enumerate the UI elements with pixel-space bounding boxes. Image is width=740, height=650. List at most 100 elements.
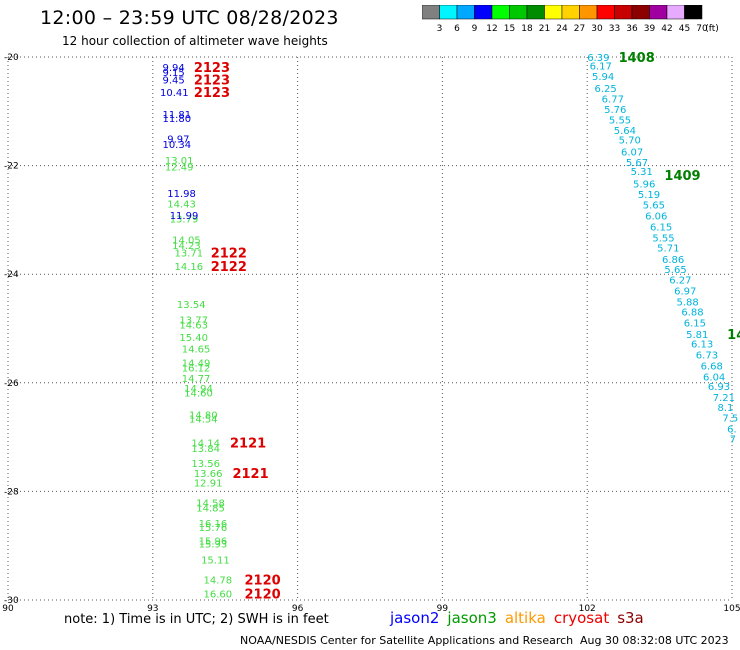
wave-height-value: 14.16 — [175, 262, 204, 273]
wave-height-value: 6. — [727, 424, 737, 435]
wave-height-value: 6.06 — [645, 212, 667, 223]
pass-time-label: 2122 — [211, 246, 247, 261]
wave-height-colorbar: 3 6 9 12 15 18 21 24 27 30 33 36 39 42 45 70(ft) — [422, 5, 719, 34]
wave-height-value: 14.60 — [184, 389, 213, 400]
x-tick-label: 102 — [579, 604, 596, 614]
units-note: note: 1) Time is in UTC; 2) SWH is in fe… — [64, 612, 329, 627]
generated-timestamp: Aug 30 08:32:08 UTC 2023 — [580, 634, 729, 647]
colorbar-tick-label: 21 — [539, 24, 550, 34]
wave-height-value: 13.01 — [165, 156, 194, 167]
colorbar-tick-label: 6 — [454, 24, 460, 34]
wave-height-value: 6.86 — [662, 255, 684, 266]
credit-line: NOAA/NESDIS Center for Satellite Applica… — [240, 634, 574, 647]
wave-height-value: 11.99 — [170, 211, 199, 222]
legend-jason3: jason3 — [447, 609, 497, 627]
pass-time-label: 1408 — [619, 51, 655, 66]
wave-height-value: 16.16 — [199, 519, 228, 530]
pass-time-label: 2123 — [194, 73, 230, 88]
wave-height-value: 5.94 — [592, 72, 614, 83]
wave-height-value: 14.78 — [203, 575, 232, 586]
wave-height-value: 6.15 — [650, 222, 672, 233]
wave-height-value: 7.5 — [722, 414, 738, 425]
y-tick-label: -22 — [4, 162, 19, 172]
wave-height-value: 5.31 — [631, 167, 653, 178]
wave-height-value: 5.88 — [676, 297, 698, 308]
wave-height-value: 15.11 — [201, 555, 230, 566]
wave-height-value: 13.56 — [191, 459, 220, 470]
wave-height-value: 9.45 — [162, 75, 184, 86]
wave-height-value: 11.98 — [167, 189, 196, 200]
wave-height-value: 6.07 — [621, 147, 643, 158]
wave-height-value: 6.77 — [602, 94, 624, 105]
wave-height-value: 16.60 — [203, 589, 232, 600]
wave-height-value: 6.73 — [696, 351, 718, 362]
page-title: 12:00 – 23:59 UTC 08/28/2023 — [40, 7, 339, 29]
wave-height-value: 10.34 — [162, 140, 191, 151]
colorbar-tick-label: 33 — [609, 24, 620, 34]
y-tick-label: -30 — [4, 596, 19, 606]
wave-height-value: 14.77 — [182, 374, 211, 385]
wave-height-value: 14.23 — [172, 241, 201, 252]
wave-height-value: 6.39 — [587, 53, 609, 64]
wave-height-value: 6.13 — [691, 340, 713, 351]
wave-height-value: 5.70 — [619, 136, 641, 147]
wave-height-value: 6.15 — [684, 319, 706, 330]
wave-height-value: 5.55 — [609, 115, 631, 126]
pass-time-label: 2123 — [194, 61, 230, 76]
wave-height-value: 14.43 — [167, 200, 196, 211]
wave-height-value: 7.21 — [713, 393, 735, 404]
satellite-legend: jason2 jason3 altika cryosat s3a — [390, 609, 652, 627]
wave-height-value: 5.64 — [614, 126, 636, 137]
y-tick-label: -24 — [4, 270, 19, 280]
colorbar-tick-label: 27 — [574, 24, 585, 34]
wave-height-value: 6.68 — [701, 361, 723, 372]
colorbar-tick-label: 45 — [679, 24, 690, 34]
wave-height-value: 10.41 — [160, 88, 189, 99]
wave-height-value: 5.96 — [633, 180, 655, 191]
wave-height-value: 5.19 — [638, 190, 660, 201]
wave-height-value: 6.93 — [708, 382, 730, 393]
wave-height-value: 14.94 — [184, 384, 213, 395]
wave-height-value: 12.91 — [194, 479, 223, 490]
wave-height-value: 6.17 — [590, 62, 612, 73]
wave-height-value: 9.94 — [162, 63, 184, 74]
wave-height-value: 7 — [730, 435, 736, 446]
wave-height-value: 15.93 — [199, 540, 228, 551]
colorbar-unit-label: (ft) — [705, 24, 719, 34]
wave-height-value: 6.25 — [594, 84, 616, 95]
colorbar-tick-label: 70 — [696, 24, 708, 34]
wave-height-value: 14.54 — [189, 415, 218, 426]
wave-height-value: 14.14 — [191, 439, 220, 450]
wave-height-value: 5.67 — [626, 158, 648, 169]
wave-height-value: 16.12 — [182, 364, 211, 375]
colorbar-tick-label: 15 — [504, 24, 515, 34]
wave-height-value: 11.81 — [162, 110, 191, 121]
colorbar-tick-label: 39 — [644, 24, 656, 34]
wave-height-value: 14.58 — [196, 498, 225, 509]
wave-height-value: 13.54 — [177, 300, 206, 311]
wave-height-value: 14.49 — [182, 359, 211, 370]
pass-time-label: 1409 — [664, 169, 700, 184]
pass-time-label: 2121 — [232, 467, 268, 482]
colorbar-swatch — [684, 5, 703, 20]
wave-height-value: 9.15 — [162, 68, 184, 79]
wave-height-value: 5.81 — [686, 330, 708, 341]
wave-height-value: 15.96 — [199, 536, 228, 547]
pass-time-label: 2120 — [245, 587, 281, 602]
x-tick-label: 105 — [723, 604, 740, 614]
wave-height-value: 13.71 — [175, 248, 204, 259]
pass-time-label: 2120 — [245, 573, 281, 588]
wave-height-value: 8.1 — [718, 403, 734, 414]
wave-height-value: 11.80 — [162, 114, 191, 125]
wave-height-value: 5.71 — [657, 244, 679, 255]
pass-time-label: 2121 — [230, 437, 266, 452]
wave-height-value: 15.40 — [179, 333, 208, 344]
x-tick-label: 96 — [292, 604, 304, 614]
wave-height-value: 14.80 — [189, 410, 218, 421]
legend-cryosat: cryosat — [553, 609, 610, 627]
wave-height-value: 15.76 — [199, 523, 228, 534]
wave-height-value: 13.84 — [191, 444, 220, 455]
wave-height-value: 6.88 — [681, 308, 703, 319]
wave-height-value: 13.66 — [194, 469, 223, 480]
wave-height-value: 5.76 — [604, 105, 626, 116]
